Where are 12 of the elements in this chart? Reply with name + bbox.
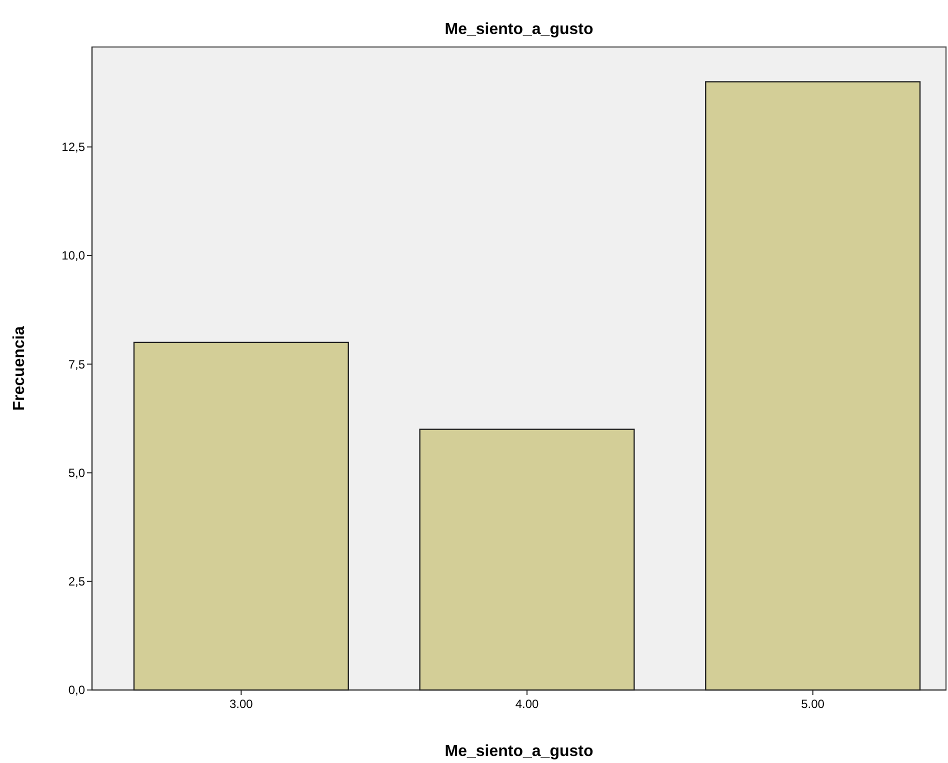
y-tick-label: 12,5 <box>62 140 86 154</box>
y-tick-label: 0,0 <box>68 683 86 698</box>
x-tick-label: 5.00 <box>801 697 825 711</box>
y-axis-title: Frecuencia <box>11 326 28 411</box>
x-tick-label: 4.00 <box>515 697 539 711</box>
chart-title: Me_siento_a_gusto <box>444 21 594 38</box>
y-tick-label: 10,0 <box>62 248 86 263</box>
y-tick-label: 7,5 <box>68 357 86 372</box>
x-axis-title: Me_siento_a_gusto <box>444 743 594 760</box>
x-tick-label: 3.00 <box>230 697 254 711</box>
y-tick-label: 5,0 <box>68 466 86 480</box>
y-tick-label: 2,5 <box>68 574 86 589</box>
